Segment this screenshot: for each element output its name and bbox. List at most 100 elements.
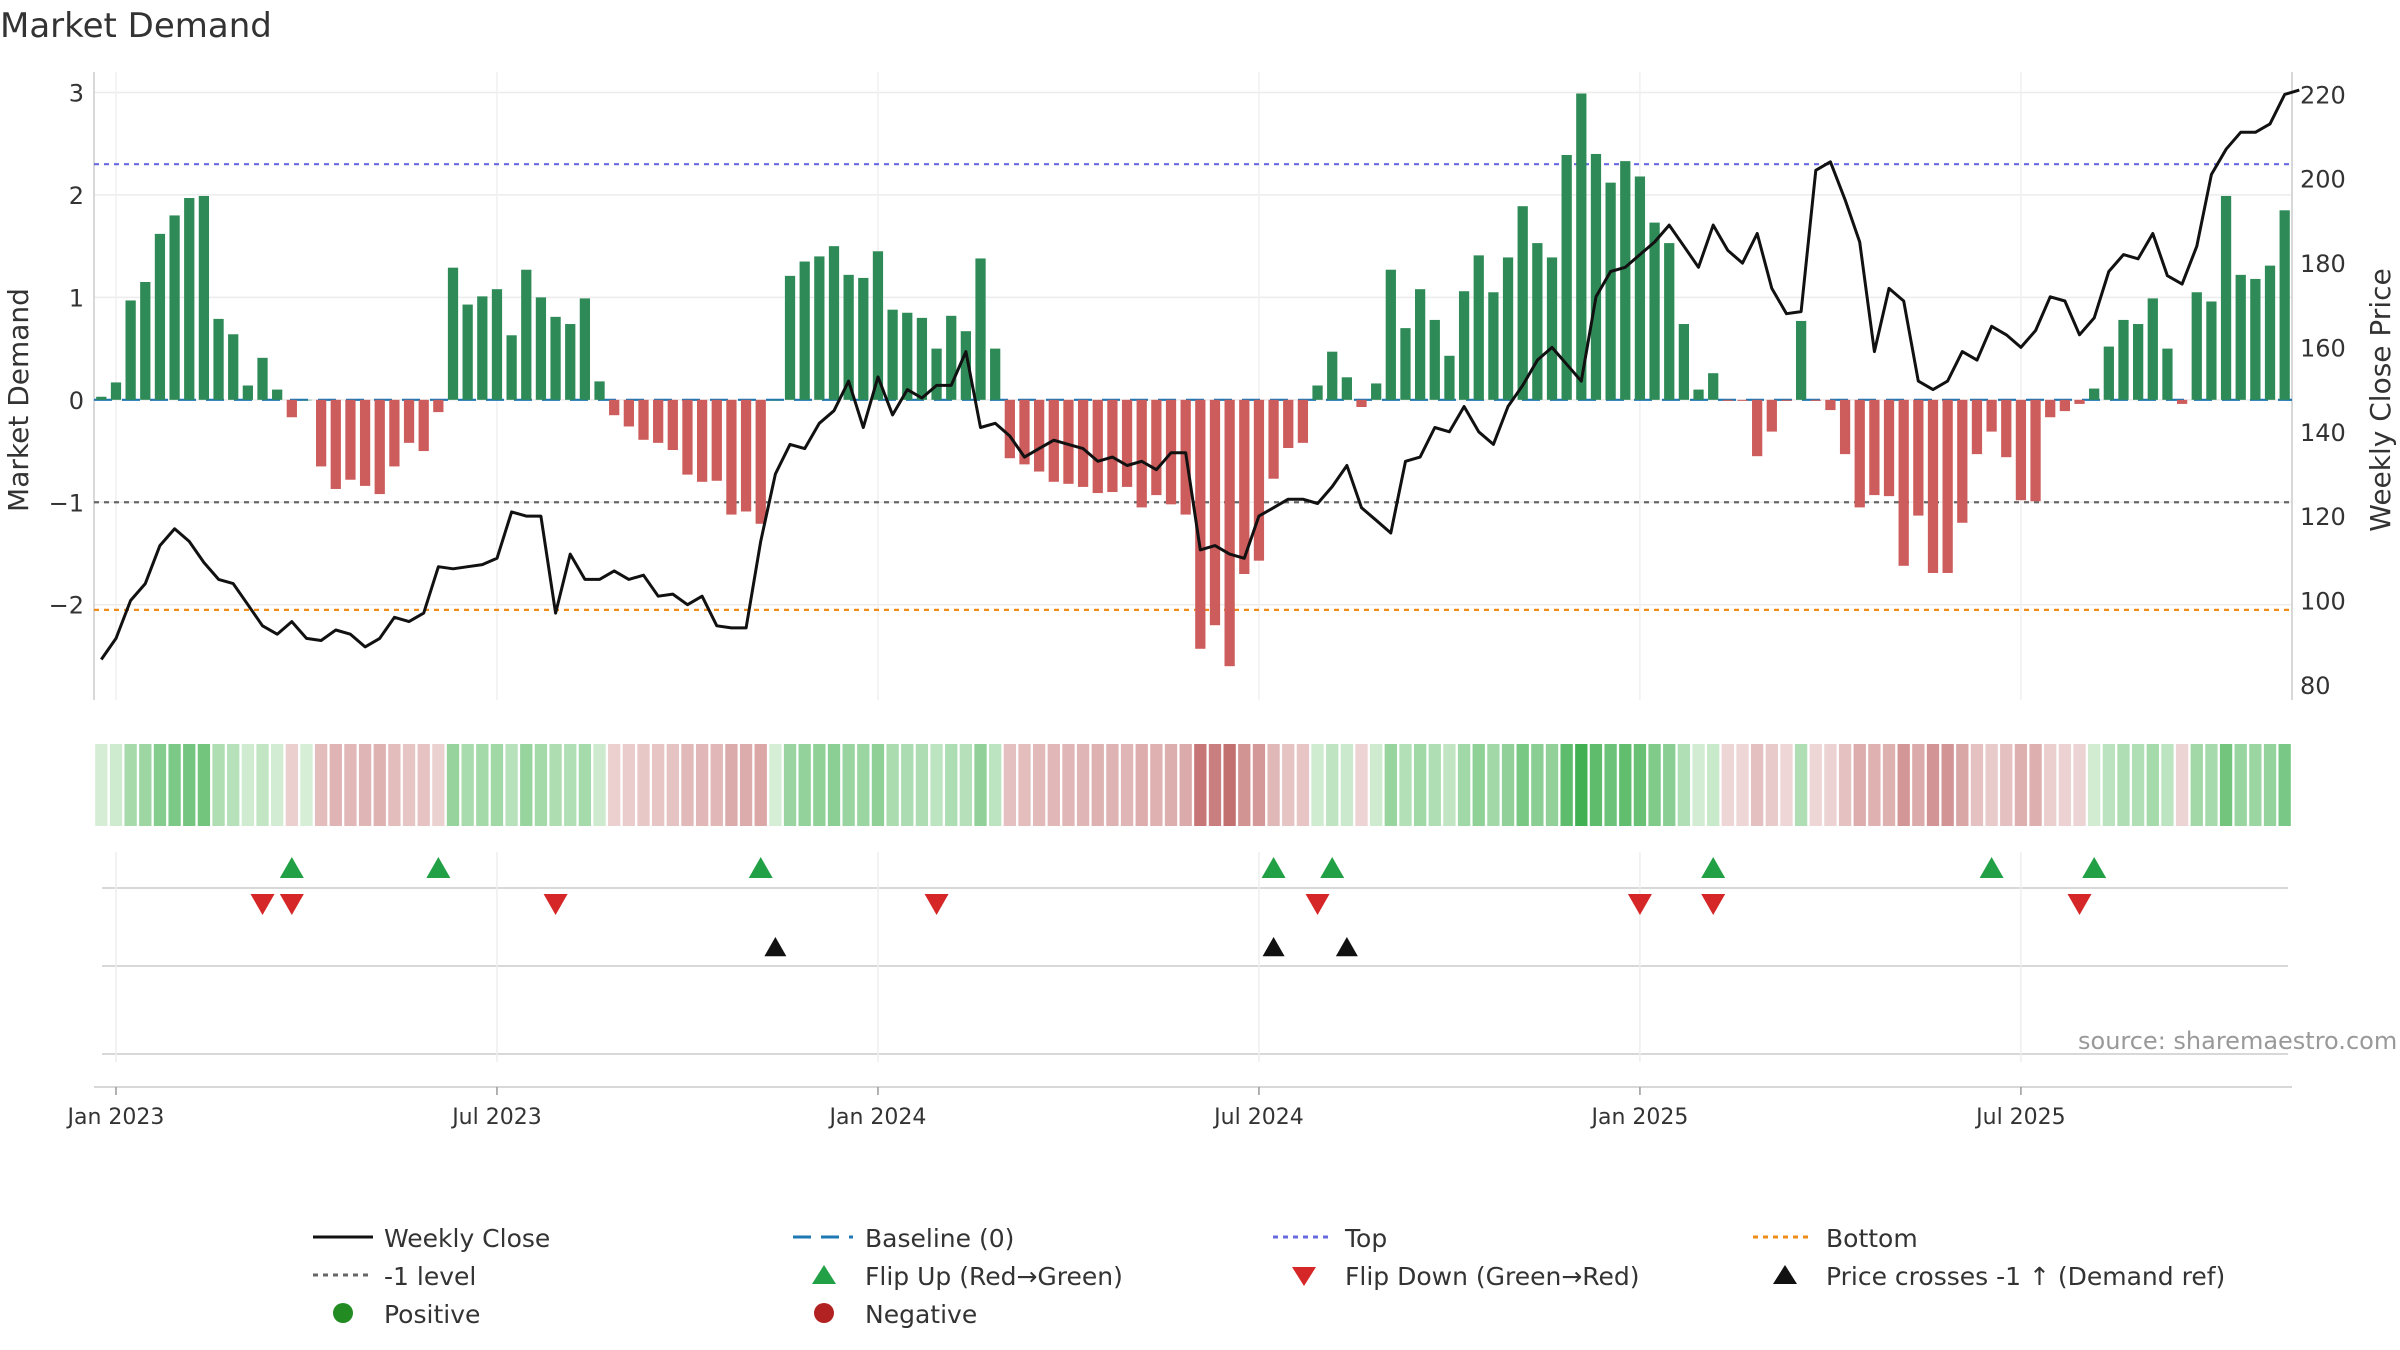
y2-tick-label: 140 xyxy=(2300,419,2346,447)
heat-cell-93 xyxy=(1457,744,1471,826)
heat-cell-75 xyxy=(1194,744,1207,826)
heat-cell-88 xyxy=(1384,744,1397,826)
demand-bar-103 xyxy=(1605,182,1616,400)
demand-bar-32 xyxy=(565,324,576,400)
heat-cell-10 xyxy=(241,744,255,826)
flip-down-marker-5 xyxy=(1627,894,1652,915)
heat-cell-105 xyxy=(1633,744,1647,826)
demand-bar-91 xyxy=(1429,319,1440,400)
demand-bar-79 xyxy=(1253,399,1265,561)
heat-cell-99 xyxy=(1545,744,1559,826)
heat-cell-71 xyxy=(1135,744,1148,826)
demand-bar-67 xyxy=(1077,399,1089,487)
demand-bar-63 xyxy=(1019,399,1030,465)
heat-cell-129 xyxy=(1985,744,1998,826)
flip-up-marker-3 xyxy=(1261,857,1286,878)
heat-cell-119 xyxy=(1838,744,1852,826)
heat-cell-1 xyxy=(109,744,123,826)
demand-bar-39 xyxy=(667,399,678,451)
heat-cell-133 xyxy=(2044,744,2057,826)
demand-bar-47 xyxy=(784,275,796,400)
flip-down-marker-4 xyxy=(1305,894,1330,915)
demand-bar-53 xyxy=(872,251,884,400)
demand-bar-137 xyxy=(2103,346,2114,400)
heat-cell-53 xyxy=(871,744,885,826)
heat-cell-32 xyxy=(564,744,577,826)
source-note: source: sharemaestro.com xyxy=(2078,1027,2397,1055)
demand-bar-40 xyxy=(682,399,693,475)
heat-cell-38 xyxy=(651,744,665,826)
heat-cell-132 xyxy=(2029,744,2042,826)
demand-bar-100 xyxy=(1561,154,1572,400)
heat-cell-78 xyxy=(1238,744,1251,826)
legend: Weekly Close Baseline (0) Top Bottom -1 … xyxy=(313,1224,2225,1329)
demand-bar-108 xyxy=(1678,324,1690,400)
heat-cell-112 xyxy=(1736,744,1749,826)
demand-bar-112 xyxy=(1737,399,1748,401)
y2-tick-label: 100 xyxy=(2300,587,2346,615)
flip-down-marker-2 xyxy=(543,894,568,915)
heat-cell-36 xyxy=(622,744,636,826)
demand-bar-124 xyxy=(1913,399,1924,516)
heat-cell-29 xyxy=(520,744,533,826)
demand-bar-61 xyxy=(990,348,1001,400)
y-axis-label: Market Demand xyxy=(2,288,35,512)
demand-bar-122 xyxy=(1883,399,1895,497)
heat-cell-23 xyxy=(432,744,445,826)
heat-cell-91 xyxy=(1428,744,1441,826)
demand-bar-106 xyxy=(1649,222,1660,400)
demand-bar-18 xyxy=(359,399,371,486)
demand-bar-2 xyxy=(125,300,136,400)
legend-flip-up-label: Flip Up (Red→Green) xyxy=(865,1262,1123,1291)
demand-bar-130 xyxy=(2001,399,2012,458)
heat-cell-126 xyxy=(1941,744,1954,826)
heat-cell-79 xyxy=(1252,744,1266,826)
demand-bar-84 xyxy=(1327,351,1338,400)
heat-cell-123 xyxy=(1897,744,1910,826)
demand-bar-14 xyxy=(301,399,312,401)
legend-flip-down-swatch xyxy=(1292,1267,1316,1286)
heat-cell-108 xyxy=(1677,744,1691,826)
heat-cell-55 xyxy=(901,744,914,826)
y2-tick-label: 200 xyxy=(2300,166,2346,194)
demand-bar-92 xyxy=(1444,355,1455,400)
demand-bar-119 xyxy=(1839,399,1851,455)
heat-cell-84 xyxy=(1326,744,1339,826)
heat-cell-62 xyxy=(1003,744,1016,826)
demand-bar-17 xyxy=(345,399,356,480)
heat-cell-143 xyxy=(2190,744,2203,826)
heat-cell-103 xyxy=(1604,744,1617,826)
heat-cell-14 xyxy=(300,744,313,826)
heat-cell-21 xyxy=(402,744,416,826)
heat-cell-116 xyxy=(1794,744,1808,826)
demand-bar-19 xyxy=(374,399,385,495)
demand-bar-3 xyxy=(140,282,151,400)
heat-cell-63 xyxy=(1018,744,1031,826)
x-tick-label: Jul 2023 xyxy=(450,1105,542,1130)
heat-cell-81 xyxy=(1282,744,1295,826)
heat-cell-0 xyxy=(95,744,108,826)
demand-bar-20 xyxy=(389,399,400,467)
demand-bar-129 xyxy=(1986,399,1997,432)
demand-bar-49 xyxy=(814,256,825,400)
demand-bar-56 xyxy=(916,317,928,400)
flip-down-marker-7 xyxy=(2067,894,2092,915)
flip-up-marker-4 xyxy=(1320,857,1345,878)
demand-bar-135 xyxy=(2074,399,2085,404)
heat-cell-96 xyxy=(1501,744,1515,826)
heat-cell-68 xyxy=(1091,744,1104,826)
heat-cell-50 xyxy=(827,744,841,826)
legend-negative-swatch xyxy=(814,1303,834,1323)
heat-cell-87 xyxy=(1370,744,1383,826)
demand-bar-96 xyxy=(1502,257,1514,400)
weekly-close-line xyxy=(100,88,2300,661)
heat-cell-80 xyxy=(1267,744,1280,826)
demand-bar-117 xyxy=(1810,399,1821,401)
heat-cell-19 xyxy=(373,744,386,826)
demand-bar-21 xyxy=(403,399,415,443)
demand-bar-125 xyxy=(1927,399,1939,573)
demand-bar-88 xyxy=(1385,269,1396,400)
demand-bar-15 xyxy=(315,399,327,467)
heat-cell-65 xyxy=(1047,744,1060,826)
demand-bar-94 xyxy=(1473,255,1484,400)
